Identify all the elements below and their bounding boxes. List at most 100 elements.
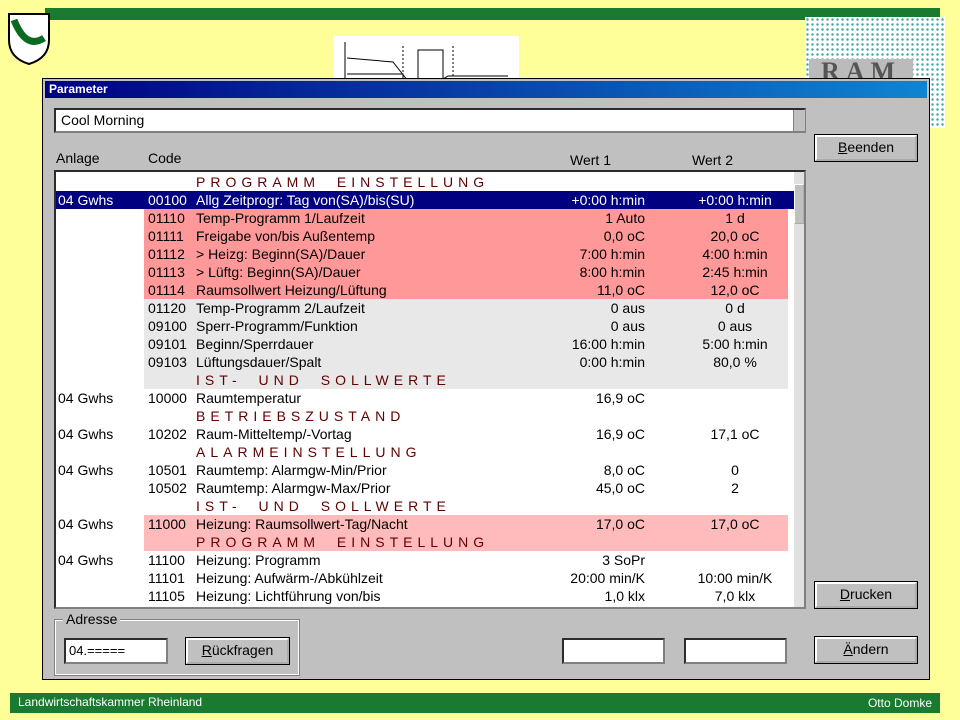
wert2: 17,1 oC [710,426,760,442]
col-wert1: Wert 1 [570,152,611,168]
row-background [144,245,788,263]
label: Raumtemperatur [196,390,302,406]
wert2: 0 aus [717,318,753,334]
anlage: 04 Gwhs [58,516,114,532]
scrollbar[interactable] [794,172,804,607]
wert1: 11,0 oC [597,282,645,298]
footer-right: Otto Domke [867,696,932,710]
label: Raum-Mitteltemp/-Vortag [196,426,352,442]
section-header: BETRIEBSZUSTAND [196,408,406,424]
wert2: +0:00 h:min [698,192,772,208]
code: 11105 [148,588,185,604]
wert1-input[interactable] [562,638,665,664]
section-header: IST- UND SOLLWERTE [196,372,451,388]
button-rueckfragen[interactable]: Rückfragen [185,637,290,665]
row-background [144,353,788,371]
wert1: 0 aus [610,300,645,316]
wert1: 0,0 oC [603,228,645,244]
anlage: 04 Gwhs [58,462,114,478]
row-background [144,515,788,533]
label: Freigabe von/bis Außentemp [196,228,375,244]
code: 11000 [148,516,186,532]
row-background [144,533,788,551]
row-background [144,209,788,227]
adresse-input[interactable]: 04.===== [64,638,168,664]
label: Heizung: Lichtführung von/bis [196,588,381,604]
wert2: 17,0 oC [710,516,760,532]
wert1: 3 SoPr [602,552,645,568]
button-beenden[interactable]: Beenden [814,134,918,162]
button-drucken[interactable]: Drucken [814,581,918,609]
footer-bar: Landwirtschaftskammer Rheinland Otto Dom… [10,693,940,713]
code: 00100 [148,192,187,208]
anlage: 04 Gwhs [58,192,114,208]
wert2: 80,0 % [713,354,757,370]
list[interactable]: PROGRAMM EINSTELLUNG 04 Gwhs 00100 Allg Zei… [54,170,806,609]
code: 11101 [148,570,185,586]
dropdown-arrow[interactable] [793,110,805,131]
label: Raumtemp: Alarmgw-Min/Prior [196,462,387,478]
label: Allg Zeitprogr: Tag von(SA)/bis(SU) [196,192,415,208]
wert1: 8,0 oC [603,462,645,478]
wert1: 45,0 oC [595,480,645,496]
row-background [144,263,788,281]
section-header: IST- UND SOLLWERTE [196,498,451,514]
wert1: 1,0 klx [604,588,645,604]
col-wert2: Wert 2 [692,152,733,168]
wert1: 1 Auto [605,210,645,226]
label: Heizung: Aufwärm-/Abkühlzeit [196,570,383,586]
label: Heizung: Programm [196,552,321,568]
wert2: 4:00 h:min [702,246,768,262]
wert2: 10:00 min/K [697,570,773,586]
logo-shield [8,13,50,66]
wert2: 1 d [725,210,745,226]
scroll-thumb[interactable] [794,184,804,224]
label: > Lüftg: Beginn(SA)/Dauer [196,264,361,280]
code: 01112 [148,246,185,262]
section-header: BETRIEBSZUSTAND [196,605,405,607]
col-anlage: Anlage [56,150,100,166]
wert1: 0:00 h:min [579,354,645,370]
section-header: PROGRAMM EINSTELLUNG [196,174,490,190]
row-background [144,371,788,389]
label: Temp-Programm 2/Laufzeit [196,300,365,316]
row-background [144,299,788,317]
footer-left: Landwirtschaftskammer Rheinland [18,695,203,709]
anlage: 04 Gwhs [58,390,114,406]
wert2: 20,0 oC [710,228,760,244]
button-aendern[interactable]: Ändern [814,636,918,664]
wert2: 2 [731,480,739,496]
code: 11100 [148,552,185,568]
col-code: Code [148,150,182,166]
label: Lüftungsdauer/Spalt [196,354,322,370]
wert2: 7,0 klx [714,588,756,604]
label: Raumsollwert Heizung/Lüftung [196,282,387,298]
wert1: 20:00 min/K [570,570,645,586]
row-background [144,281,788,299]
label: Raumtemp: Alarmgw-Max/Prior [196,480,391,496]
row-background [144,335,788,353]
label: Beginn/Sperrdauer [196,336,314,352]
wert1: 8:00 h:min [579,264,645,280]
dropdown[interactable]: Cool Morning [54,108,806,133]
wert1: 17,0 oC [595,516,645,532]
wert1: 16,9 oC [595,390,645,406]
label: Temp-Programm 1/Laufzeit [196,210,365,226]
row-background [56,191,798,209]
code: 01111 [148,228,184,244]
row-background [144,227,788,245]
window-title: Parameter [45,81,927,98]
adresse-label: Adresse [63,611,121,627]
wert1: 16,9 oC [595,426,645,442]
wert1: +0:00 h:min [571,192,645,208]
wert1: 7:00 h:min [579,246,645,262]
wert2: 2:45 h:min [702,264,768,280]
top-bar [45,8,940,20]
section-header: PROGRAMM EINSTELLUNG [196,534,490,550]
wert2-input[interactable] [684,638,787,664]
code: 10202 [148,426,187,442]
code: 10000 [148,390,187,406]
anlage: 04 Gwhs [58,552,114,568]
code: 09101 [148,336,187,352]
adresse-group [54,619,300,676]
